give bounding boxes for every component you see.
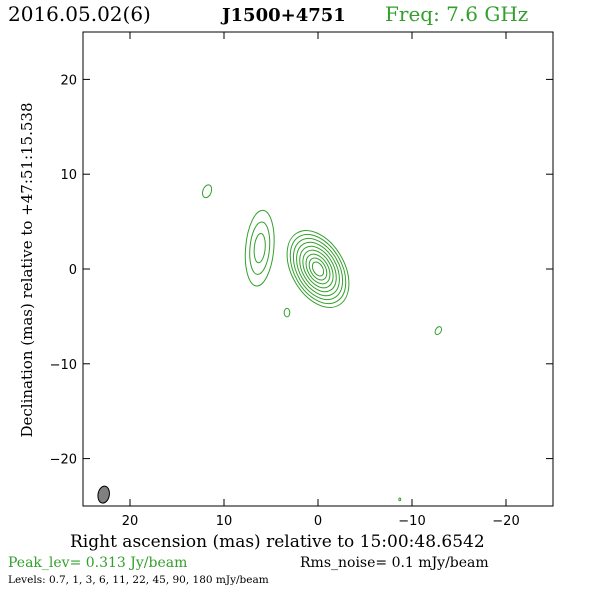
x-tick-label: −10 <box>398 514 425 529</box>
contour-core-3 <box>296 241 340 297</box>
contour-blob-sw-0 <box>434 326 443 336</box>
contour-blob-s-0 <box>283 307 291 318</box>
contour-core-5 <box>302 249 334 289</box>
contour-core-4 <box>299 245 337 293</box>
x-tick-label: −20 <box>492 514 519 529</box>
x-tick-label: 20 <box>122 514 139 529</box>
contour-core-1 <box>289 233 347 305</box>
contour-levels: Levels: 0.7, 1, 3, 6, 11, 22, 45, 90, 18… <box>8 574 269 586</box>
y-tick-label: −10 <box>50 358 77 373</box>
x-tick-label: 0 <box>314 514 322 529</box>
rms-noise: Rms_noise= 0.1 mJy/beam <box>300 555 489 571</box>
contour-jet-1 <box>249 221 271 275</box>
observation-date: 2016.05.02(6) <box>8 2 151 26</box>
plot-frame <box>82 31 554 507</box>
contour-core-6 <box>305 253 331 285</box>
axis-ticks: 20 10 0 −10 −20 20 10 0 −10 −20 <box>50 32 553 529</box>
y-axis-label: Declination (mas) relative to +47:51:15.… <box>18 102 36 438</box>
contour-layer <box>202 184 443 502</box>
contour-core-0 <box>286 230 350 308</box>
contour-jet-0 <box>244 209 275 287</box>
contour-core-2 <box>292 237 344 301</box>
contour-core-7 <box>308 257 328 281</box>
contour-dot-far-0 <box>398 497 402 502</box>
beam-layer <box>97 485 110 504</box>
contour-jet-2 <box>253 233 266 264</box>
beam-ellipse <box>97 485 110 504</box>
frequency-label: Freq: 7.6 GHz <box>385 2 529 26</box>
source-name: J1500+4751 <box>222 5 346 26</box>
x-tick-label: 10 <box>216 514 233 529</box>
y-tick-label: 20 <box>60 73 77 88</box>
x-axis-label: Right ascension (mas) relative to 15:00:… <box>70 532 485 552</box>
y-tick-label: −20 <box>50 453 77 468</box>
contour-core-8 <box>311 261 325 277</box>
contour-blob-ne-0 <box>202 184 213 199</box>
y-tick-label: 0 <box>69 263 77 278</box>
peak-level: Peak_lev= 0.313 Jy/beam <box>8 555 188 571</box>
y-tick-label: 10 <box>60 168 77 183</box>
